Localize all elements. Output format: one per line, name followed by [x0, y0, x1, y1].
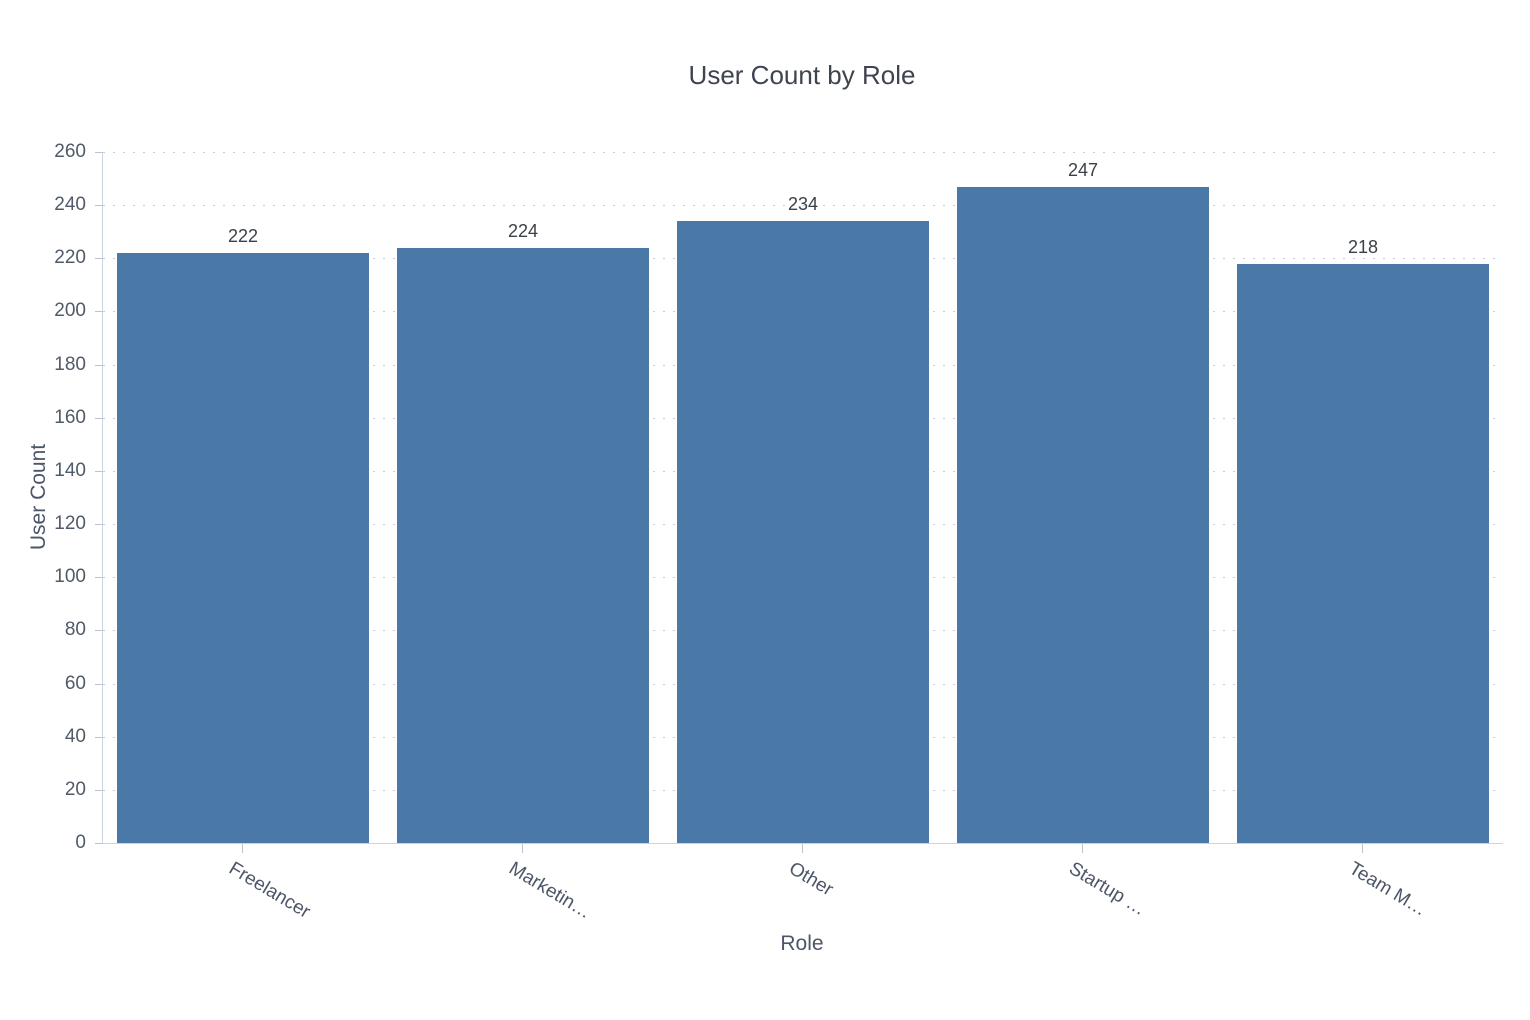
y-tick-mark — [95, 736, 102, 738]
y-tick-label: 80 — [64, 619, 86, 641]
x-tick-mark — [1082, 844, 1083, 853]
y-tick-mark — [95, 577, 102, 579]
y-tick-mark — [95, 311, 102, 313]
x-tick-label: Startup … — [1065, 858, 1150, 921]
bar-value-label: 234 — [787, 194, 819, 215]
y-tick-label: 240 — [54, 194, 86, 216]
bar-value-label: 247 — [1067, 159, 1099, 180]
bar-freelancer[interactable] — [117, 252, 369, 843]
y-tick-label: 180 — [54, 353, 86, 375]
bar-marketin[interactable] — [397, 247, 649, 843]
bar-team-m[interactable] — [1237, 263, 1489, 843]
y-tick-label: 120 — [54, 513, 86, 535]
y-gridline — [103, 205, 1503, 207]
bar-value-label: 218 — [1347, 236, 1379, 257]
x-tick-mark — [1362, 844, 1363, 853]
x-tick-mark — [242, 844, 243, 853]
y-tick-label: 100 — [54, 566, 86, 588]
y-tick-label: 40 — [64, 725, 86, 747]
y-tick-label: 200 — [54, 300, 86, 322]
bar-startup[interactable] — [957, 186, 1209, 843]
y-tick-mark — [95, 258, 102, 260]
y-tick-mark — [95, 683, 102, 685]
y-tick-label: 20 — [64, 778, 86, 800]
y-tick-mark — [95, 152, 102, 153]
y-gridline — [103, 152, 1503, 153]
x-tick-mark — [522, 844, 523, 853]
x-tick-label: Other — [785, 858, 837, 901]
bar-value-label: 222 — [227, 225, 259, 246]
y-tick-mark — [95, 843, 102, 844]
plot-area: 222 224 234 247 218 — [102, 152, 1503, 844]
x-tick-mark — [802, 844, 803, 853]
y-tick-mark — [95, 205, 102, 207]
bar-other[interactable] — [677, 221, 929, 843]
chart-title: User Count by Role — [688, 60, 916, 90]
x-axis-title: Role — [780, 932, 824, 955]
y-tick-label: 0 — [75, 832, 86, 853]
x-tick-label: Team M… — [1345, 858, 1431, 921]
bar-value-label: 224 — [507, 220, 539, 241]
y-tick-mark — [95, 789, 102, 791]
y-tick-mark — [95, 524, 102, 526]
y-tick-label: 60 — [64, 672, 86, 694]
x-tick-label: Marketin… — [505, 858, 595, 924]
y-tick-mark — [95, 417, 102, 419]
y-tick-label: 160 — [54, 406, 86, 428]
y-tick-label: 220 — [54, 247, 86, 269]
x-tick-label: Freelancer — [225, 858, 314, 923]
y-tick-mark — [95, 364, 102, 366]
y-tick-mark — [95, 470, 102, 472]
y-tick-mark — [95, 630, 102, 632]
y-tick-label: 260 — [54, 141, 86, 162]
y-tick-label: 140 — [54, 459, 86, 481]
